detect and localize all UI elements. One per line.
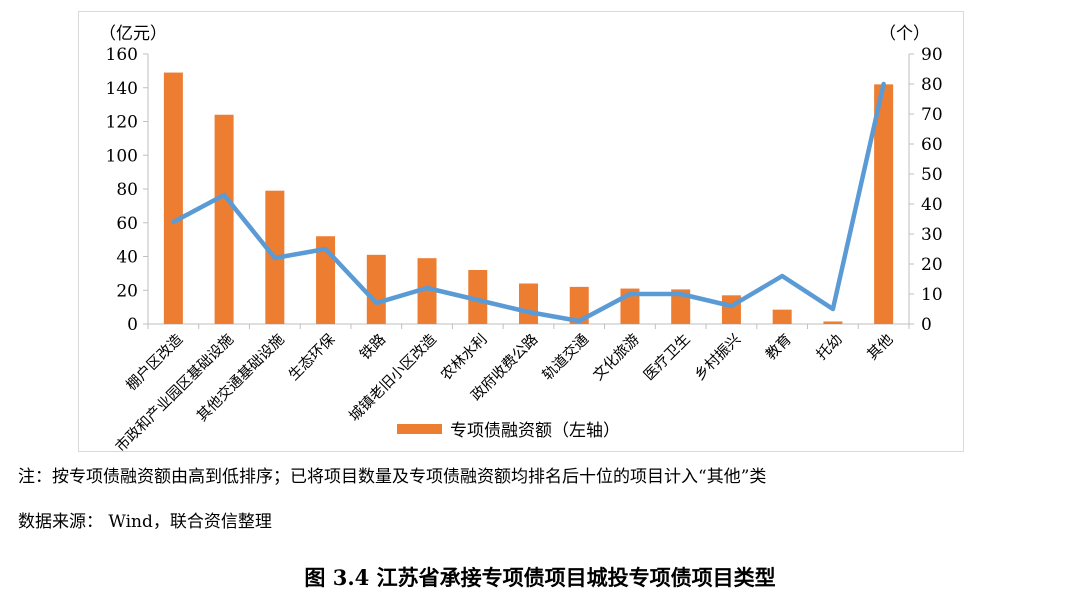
right-tick-label: 20 [921, 255, 943, 275]
figure-caption: 图 3.4 江苏省承接专项债项目城投专项债项目类型 [304, 565, 776, 590]
left-tick-label: 60 [116, 214, 138, 234]
x-tick-label: 其他 [864, 331, 897, 364]
bar [366, 254, 386, 324]
right-tick-label: 0 [921, 315, 932, 335]
x-tick-label: 铁路 [357, 330, 390, 363]
x-tick-label: 农林水利 [438, 331, 491, 384]
right-tick-label: 70 [921, 105, 943, 125]
left-tick-label: 0 [127, 315, 138, 335]
chart-note: 注：按专项债融资额由高到低排序；已将项目数量及专项债融资额均排名后十位的项目计入… [18, 467, 767, 487]
x-tick-label: 生态环保 [285, 330, 338, 383]
bar [519, 283, 538, 324]
left-tick-label: 120 [106, 113, 138, 133]
x-tick-label: 教育 [762, 331, 795, 364]
bar [823, 321, 843, 324]
bar [214, 114, 234, 324]
bar [417, 258, 437, 324]
bar [468, 270, 488, 324]
bar [163, 72, 183, 324]
legend-swatch-bar [397, 424, 442, 434]
left-axis-unit: （亿元） [99, 24, 167, 44]
right-tick-label: 90 [921, 45, 943, 65]
left-tick-label: 140 [106, 79, 138, 99]
right-tick-label: 60 [921, 135, 943, 155]
x-tick-label: 文化旅游 [590, 331, 643, 384]
line-series-count [171, 81, 886, 324]
bar [569, 286, 589, 324]
x-tick-label: 轨道交通 [538, 330, 592, 384]
bar [671, 289, 691, 324]
data-source: 数据来源： Wind，联合资信整理 [18, 512, 272, 532]
left-tick-label: 80 [116, 180, 138, 200]
bar [316, 236, 336, 324]
chart-container: 0 20 40 60 80 100 120 140 160 0 10 20 30 40 50 60 70 80 90… [78, 11, 964, 453]
bar [874, 84, 894, 324]
right-tick-label: 30 [921, 225, 943, 245]
right-axis-unit: （个） [879, 24, 930, 44]
left-tick-label: 40 [116, 248, 138, 268]
x-tick-label: 其他交通基础设施 [193, 330, 288, 425]
left-tick-label: 100 [106, 146, 138, 166]
right-tick-label: 10 [921, 285, 943, 305]
x-tick-label: 医疗卫生 [640, 331, 693, 384]
x-tick-label: 乡村振兴 [691, 331, 744, 384]
left-tick-label: 20 [116, 281, 138, 301]
legend-label-bar: 专项债融资额（左轴） [450, 421, 620, 441]
right-tick-label: 50 [921, 165, 943, 185]
chart-svg: 0 20 40 60 80 100 120 140 160 0 10 20 30 40 50 60 70 80 90… [99, 24, 943, 453]
x-tick-label: 托幼 [813, 331, 846, 364]
right-tick-label: 40 [921, 195, 943, 215]
x-tick-label: 城镇老旧小区改造 [346, 330, 440, 424]
right-tick-label: 80 [921, 75, 943, 95]
left-tick-label: 160 [106, 45, 138, 65]
bar [772, 309, 792, 324]
